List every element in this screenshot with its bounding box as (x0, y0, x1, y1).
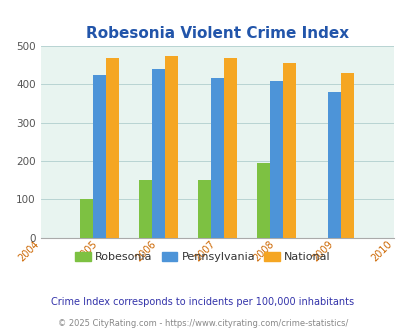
Bar (151, 69, 164, 238)
Bar (80, 199, 93, 238)
Bar (282, 63, 295, 238)
Text: Crime Index corresponds to incidents per 100,000 inhabitants: Crime Index corresponds to incidents per… (51, 297, 354, 307)
Text: © 2025 CityRating.com - https://www.cityrating.com/crime-statistics/: © 2025 CityRating.com - https://www.city… (58, 319, 347, 328)
Bar (93, 75, 106, 238)
Title: Robesonia Violent Crime Index: Robesonia Violent Crime Index (85, 26, 348, 41)
Legend: Robesonia, Pennsylvania, National: Robesonia, Pennsylvania, National (70, 248, 335, 267)
Bar (139, 180, 151, 238)
Bar (223, 58, 236, 238)
Bar (256, 163, 269, 238)
Bar (106, 58, 119, 238)
Bar (341, 73, 354, 238)
Bar (210, 78, 223, 238)
Bar (164, 56, 177, 238)
Bar (328, 92, 341, 238)
Bar (269, 82, 282, 238)
Bar (197, 180, 210, 238)
